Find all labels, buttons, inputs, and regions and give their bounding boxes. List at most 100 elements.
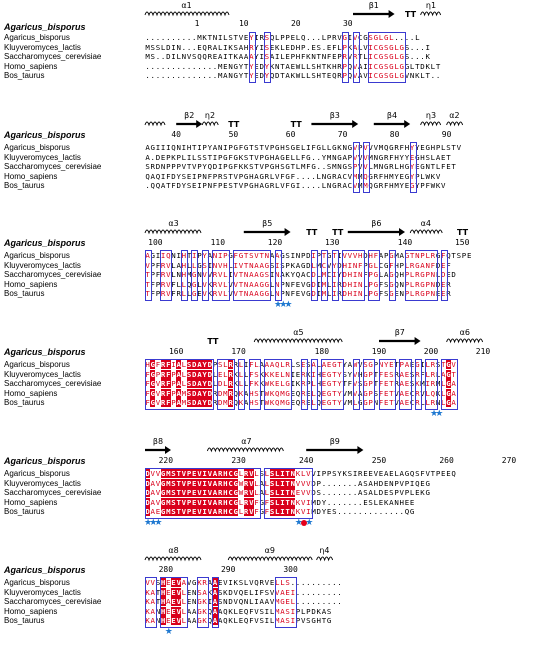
strand-arrow: β7 (379, 329, 421, 345)
secondary-structure-track: TT α5 β7 α6 (207, 329, 484, 346)
residue-number: 120 (267, 238, 283, 247)
residue-number: 240 (298, 456, 314, 465)
sequence: DVVGMSTVPEVIVARHCGLRVLSLSLITNKLVVIPPSYKS… (145, 469, 456, 478)
sequence: FGPRFPALSDAYDLELRKLLFSKKKELNIERKIHEGTYSY… (145, 369, 456, 379)
ss-label: α8 (168, 547, 178, 555)
turn-label: TT (405, 10, 417, 19)
secondary-structure-track: α3 β5 TT TT β6 α4 TT (144, 220, 469, 237)
residue-number: 300 (283, 565, 298, 574)
ss-label: η4 (319, 547, 329, 555)
species-name: Agaricus_bisporus (4, 578, 70, 587)
reference-species-title: Agaricus_bisporus (4, 565, 86, 575)
residue-numbering: 40 50 60 70 80 90 (0, 130, 550, 140)
residue-number: 220 (158, 456, 174, 465)
ss-label: β4 (387, 112, 397, 120)
residue-numbering: 100 110 120 130 140 150 (0, 238, 550, 248)
residue-number: 190 (371, 347, 387, 356)
turn-label: TT (306, 228, 318, 237)
residue-number: 30 (342, 19, 353, 28)
residue-number: 10 (238, 19, 249, 28)
residue-numbering: 160 170 180 190 200 210 (0, 347, 550, 357)
secondary-structure-track: β2 η2 TT TT β3 β4 η3 α2 (144, 112, 464, 129)
helix-element: α6 (446, 329, 484, 344)
turn-label: TT (228, 120, 240, 129)
turn-label: TT (457, 228, 469, 237)
residue-numbering: 1 10 20 30 (0, 19, 550, 29)
residue-number: 170 (231, 347, 246, 356)
species-name: Bos_taurus (4, 398, 45, 407)
species-name: Homo_sapiens (4, 279, 58, 289)
sequence: A.DEPKPLILSSTIPGFGKSTVPGHAGELLFG..YMNGAP… (145, 152, 451, 162)
helix-element: η2 (201, 112, 219, 127)
active-site-star: ★ (154, 517, 163, 528)
species-name: Kluyveromyces_lactis (4, 42, 81, 52)
ss-label: β3 (330, 112, 340, 120)
residue-number: 110 (210, 238, 226, 247)
species-name: Agaricus_bisporus (4, 33, 70, 42)
sequence: DAVGMSTVPEVIVARHCGWRVLALSLITNEVVDS......… (145, 488, 430, 497)
residue-number: 50 (228, 130, 239, 139)
red-dot-marker (301, 519, 307, 526)
strand-arrow: β2 (176, 112, 203, 128)
sequence: KATHEEVLENSAKASKDVQELIFSVVAEI......... (145, 587, 342, 597)
sequence: DAVGMSTVPEVIVARHCGWRVLALSLITNVVVDP......… (145, 478, 430, 488)
active-site-star: ★ (430, 408, 439, 419)
residue-number: 290 (220, 565, 236, 574)
residue-number: 1 (194, 19, 200, 28)
residue-number: 180 (314, 347, 330, 356)
species-name: Homo_sapiens (4, 61, 58, 71)
sequence: SRDNPPPVTVPYQDIPGFKKSTVPGHSGTLMFG..SMNGS… (145, 162, 456, 171)
sequence: FGVRFPALSDAYDLDLRKLLFKKWKELGIKRPLHEGTYTF… (145, 379, 456, 388)
active-site-star: ★ (294, 517, 303, 528)
residue-number: 40 (171, 130, 182, 139)
ss-label: α9 (265, 547, 275, 555)
helix-element: α9 (227, 547, 313, 562)
sequence: VVSHEEVAVGKRAAEVIKSLVQRVELLS.......... (145, 578, 342, 587)
turn-label: TT (291, 120, 303, 129)
sequence: MSSLDIN...EQRALIKSAHRYISEKLEDHP.ES.EFLPK… (145, 42, 430, 52)
ss-label: α2 (449, 112, 459, 120)
reference-species-title: Agaricus_bisporus (4, 130, 86, 140)
ss-label: η1 (426, 2, 436, 10)
residue-number: 230 (231, 456, 246, 465)
sequence: ..............MENGYTYEDYKNTAEWLLSHTKHRPQ… (145, 61, 441, 71)
secondary-structure-track: α8 α9 η4 (144, 547, 334, 562)
sequence: TFPRVFLLQGLVKRVLVVTNAAGGLNPNFEVGDIMLIRDH… (145, 279, 451, 289)
species-name: Bos_taurus (4, 507, 45, 516)
species-name: Kluyveromyces_lactis (4, 152, 81, 162)
helix-element: α8 (144, 547, 202, 562)
residue-number: 70 (337, 130, 348, 139)
sequence: KANHEEVLAAGKQAAQKLEQFVSILMASIPVSGHTG (145, 616, 332, 625)
ss-label: β1 (369, 2, 379, 10)
species-name: Kluyveromyces_lactis (4, 478, 81, 488)
strand-arrow: β1 (353, 2, 395, 18)
species-name: Saccharomyces_cerevisiae (4, 488, 102, 497)
active-site-star: ★ (149, 517, 158, 528)
species-name: Agaricus_bisporus (4, 143, 70, 152)
species-name: Agaricus_bisporus (4, 251, 70, 260)
species-name: Homo_sapiens (4, 606, 58, 616)
species-name: Saccharomyces_cerevisiae (4, 162, 102, 171)
active-site-star: ★ (274, 299, 283, 310)
species-name: Saccharomyces_cerevisiae (4, 379, 102, 388)
residue-number: 140 (397, 238, 413, 247)
sequence: VPFRVLAHLLGSINVHLIVTNAAGSISPKAGDLMCVYDHI… (145, 260, 451, 270)
sequence: .QQATFDYSEIPNFPESTVPGHAGRLVFGI....LNGRAC… (145, 181, 446, 190)
active-site-star: ★ (305, 517, 314, 528)
sequence: ..........MKTNILSTVEYIRSQLPPELQ...LPRVGI… (145, 33, 420, 42)
turn-label: TT (207, 337, 219, 346)
strand-arrow: β9 (306, 438, 364, 454)
species-name: Agaricus_bisporus (4, 360, 70, 369)
ss-label: β9 (330, 438, 340, 446)
helix-element: α2 (446, 112, 464, 127)
sequence: TPFRVLNHMGNVVRVLIVTNAAGSINAKYQACDLMCIYDH… (145, 270, 456, 279)
ss-label: α6 (460, 329, 470, 337)
coil-element (144, 121, 166, 127)
active-site-star: ★ (435, 408, 444, 419)
sequence: DAEGMSTVPEVIVARHCGLRVFGFSLITNKVIMDYES...… (145, 507, 415, 516)
species-name: Saccharomyces_cerevisiae (4, 597, 102, 606)
residue-number: 20 (290, 19, 301, 28)
secondary-structure-track: β8 α7 β9 (145, 438, 364, 454)
ss-label: η2 (205, 112, 215, 120)
sequence: TFPRVFRLLGEVKRVLVVTNAAGGLNPNFEVGDIMLIRDH… (145, 289, 451, 298)
